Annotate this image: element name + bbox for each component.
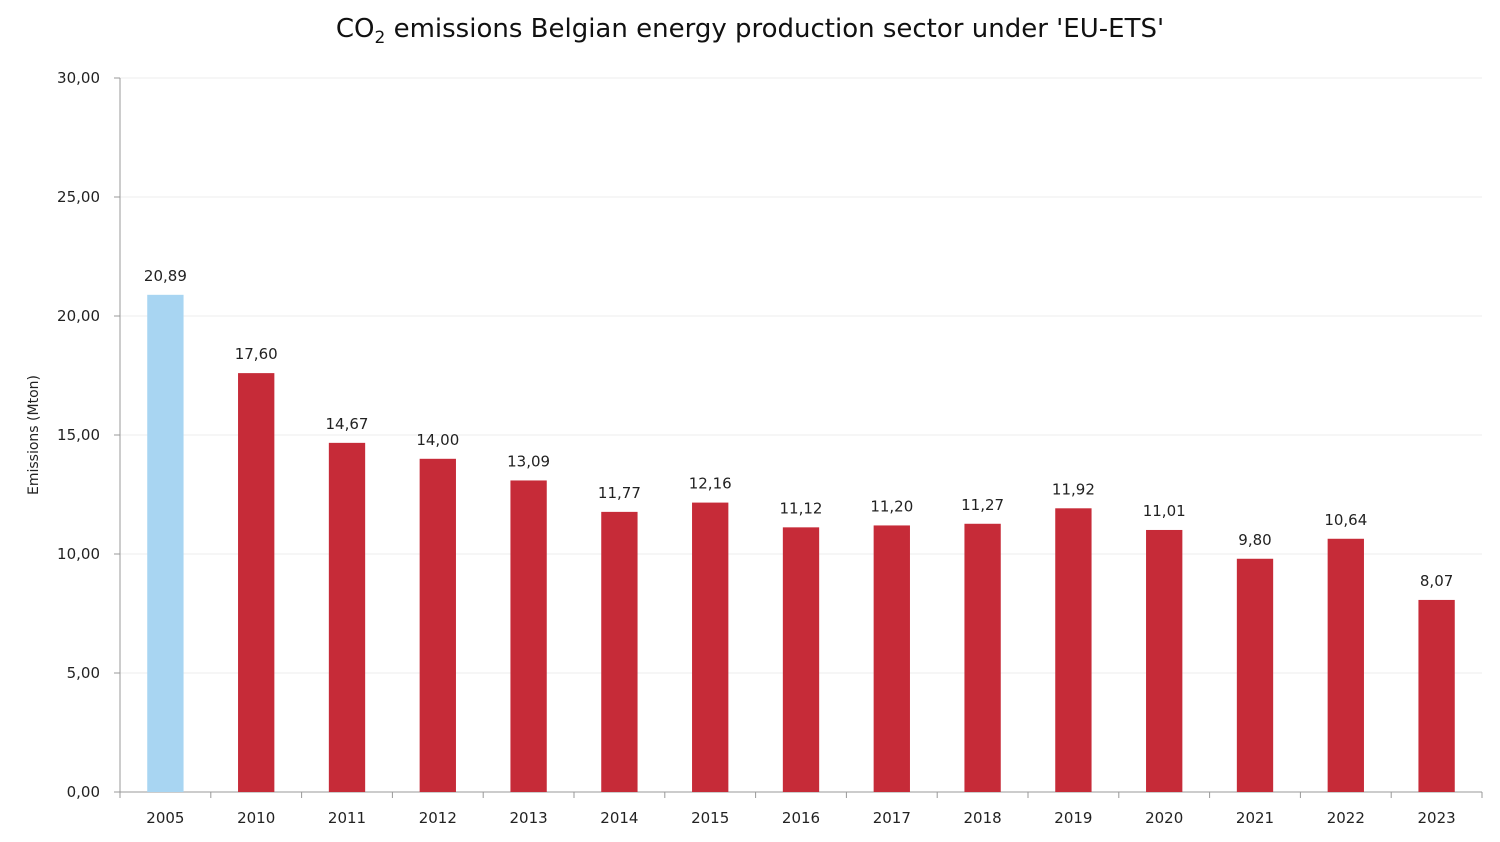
bar-2019 bbox=[1055, 508, 1092, 792]
y-tick-label: 20,00 bbox=[57, 307, 100, 325]
data-label-2023: 8,07 bbox=[1420, 572, 1453, 590]
bar-2012 bbox=[419, 458, 456, 792]
bar-2015 bbox=[692, 502, 729, 792]
data-label-2021: 9,80 bbox=[1238, 531, 1271, 549]
bar-2010 bbox=[238, 373, 275, 792]
data-label-2013: 13,09 bbox=[507, 452, 550, 470]
data-label-2020: 11,01 bbox=[1143, 502, 1186, 520]
x-tick-label-2023: 2023 bbox=[1418, 809, 1456, 827]
bar-2013 bbox=[510, 480, 547, 792]
bar-2011 bbox=[328, 442, 366, 792]
x-tick-label-2015: 2015 bbox=[691, 809, 729, 827]
y-tick-label: 30,00 bbox=[57, 69, 100, 87]
x-tick-label-2019: 2019 bbox=[1054, 809, 1092, 827]
x-tick-label-2021: 2021 bbox=[1236, 809, 1274, 827]
data-label-2018: 11,27 bbox=[961, 496, 1004, 514]
bar-2020 bbox=[1146, 529, 1183, 792]
x-tick-label-2016: 2016 bbox=[782, 809, 820, 827]
x-tick-label-2010: 2010 bbox=[237, 809, 275, 827]
x-tick-label-2012: 2012 bbox=[419, 809, 457, 827]
bars bbox=[147, 294, 1455, 792]
data-label-2005: 20,89 bbox=[144, 267, 187, 285]
data-label-2014: 11,77 bbox=[598, 484, 641, 502]
bar-2022 bbox=[1327, 538, 1364, 792]
y-axis-title: Emissions (Mton) bbox=[26, 375, 42, 495]
bar-2017 bbox=[873, 525, 910, 792]
data-label-2016: 11,12 bbox=[780, 499, 823, 517]
chart-title-main: CO bbox=[335, 14, 375, 44]
bar-2023 bbox=[1418, 599, 1455, 792]
chart-title-subscript: 2 bbox=[374, 28, 386, 48]
x-tick-label-2018: 2018 bbox=[964, 809, 1002, 827]
bar-2014 bbox=[601, 511, 638, 792]
data-label-2019: 11,92 bbox=[1052, 480, 1095, 498]
bar-2021 bbox=[1236, 558, 1274, 792]
data-label-2022: 10,64 bbox=[1324, 511, 1367, 529]
labels: 0,00 5,00 10,00 15,00 20,00 25,00 30,00 20,89 20… bbox=[57, 69, 1456, 827]
y-tick-label: 0,00 bbox=[67, 783, 100, 801]
y-tick-label: 15,00 bbox=[57, 426, 100, 444]
data-label-2011: 14,67 bbox=[326, 415, 369, 433]
y-tick-label: 10,00 bbox=[57, 545, 100, 563]
x-tick-label-2022: 2022 bbox=[1327, 809, 1365, 827]
bar-2005 bbox=[147, 294, 184, 792]
x-tick-label-2014: 2014 bbox=[600, 809, 638, 827]
bar-2018 bbox=[964, 523, 1001, 792]
y-tick-label: 5,00 bbox=[67, 664, 100, 682]
x-tick-label-2020: 2020 bbox=[1145, 809, 1183, 827]
chart-title: CO2 emissions Belgian energy production … bbox=[0, 14, 1500, 48]
bar-2016 bbox=[782, 527, 820, 792]
x-tick-label-2017: 2017 bbox=[873, 809, 911, 827]
x-tick-label-2011: 2011 bbox=[328, 809, 366, 827]
data-label-2017: 11,20 bbox=[870, 497, 913, 515]
data-label-2015: 12,16 bbox=[689, 475, 732, 493]
chart-title-rest: emissions Belgian energy production sect… bbox=[385, 14, 1165, 44]
x-tick-label-2005: 2005 bbox=[146, 809, 184, 827]
data-label-2012: 14,00 bbox=[416, 431, 459, 449]
x-tick-label-2013: 2013 bbox=[510, 809, 548, 827]
y-tick-label: 25,00 bbox=[57, 188, 100, 206]
data-label-2010: 17,60 bbox=[235, 345, 278, 363]
